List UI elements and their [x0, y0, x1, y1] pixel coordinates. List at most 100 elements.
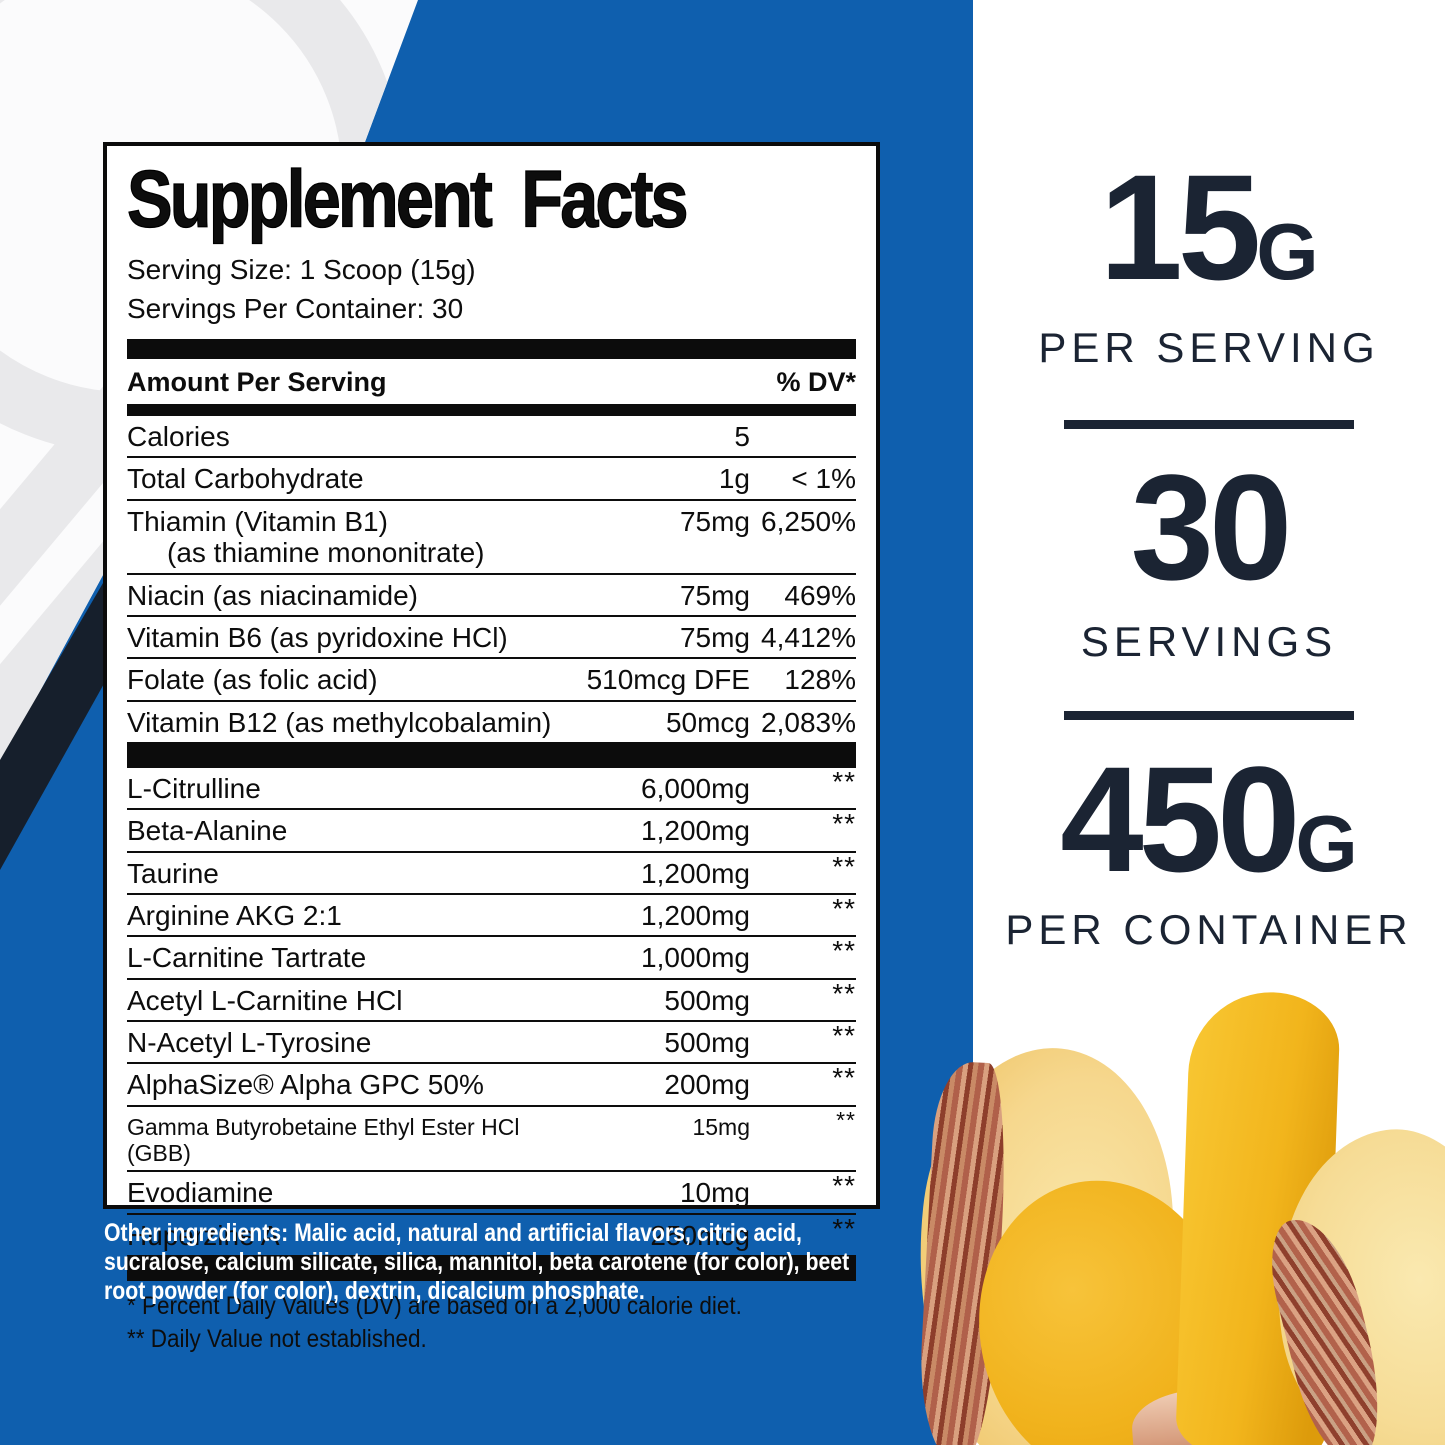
highlight-divider [1064, 711, 1354, 720]
nutrient-name: Vitamin B6 (as pyridoxine HCl) [127, 621, 508, 653]
nutrient-name: Thiamin (Vitamin B1) (as thiamine mononit… [127, 506, 580, 569]
active-ingredient-row: Huperzine A 250mcg ** [127, 1213, 856, 1255]
active-ingredient-row: Gamma Butyrobetaine Ethyl Ester HCl (GBB… [127, 1107, 856, 1173]
divider-bar [127, 404, 856, 417]
nutrient-dv: 469% [784, 579, 856, 611]
dv-not-established-mark: ** [832, 935, 856, 967]
nutrient-name: Total Carbohydrate [127, 463, 364, 495]
active-ingredient-row: Evodiamine 10mg ** [127, 1170, 856, 1215]
nutrient-amount: 75mg [679, 621, 750, 653]
footnote-line: * Percent Daily Values (DV) are based on… [127, 1292, 742, 1321]
divider-bar [127, 1255, 856, 1282]
active-ingredient-amount: 6,000mg [641, 772, 750, 804]
nutrient-name: Folate (as folic acid) [127, 664, 378, 696]
nutrient-subname: (as thiamine mononitrate) [167, 537, 485, 569]
active-ingredient-row: Acetyl L-Carnitine HCl 500mg ** [127, 978, 856, 1023]
active-ingredient-amount: 1,200mg [641, 857, 750, 889]
active-ingredient-amount: 500mg [664, 984, 750, 1016]
header-percent-dv: % DV* [776, 367, 856, 398]
nutrient-name: Calories [127, 421, 230, 453]
divider-bar [127, 741, 856, 768]
active-ingredient-row: L-Citrulline 6,000mg ** [127, 766, 856, 811]
per-container-number: 450 [1060, 735, 1300, 903]
active-ingredient-dv: ** [750, 978, 856, 1016]
nutrient-dv: 6,250% [761, 505, 856, 537]
active-ingredient-name: Evodiamine [127, 1177, 274, 1209]
active-ingredient-dv: ** [750, 808, 856, 846]
footnotes: * Percent Daily Values (DV) are based on… [127, 1290, 856, 1356]
nutrient-dv: 128% [784, 664, 856, 696]
nutrient-amount: 75mg [679, 505, 750, 537]
active-ingredient-row: N-Acetyl L-Tyrosine 500mg ** [127, 1020, 856, 1065]
nutrient-row: Thiamin (Vitamin B1) (as thiamine mononit… [127, 501, 856, 575]
nutrient-row: Total Carbohydrate 1g < 1% [127, 458, 856, 501]
dv-not-established-mark: ** [832, 1170, 856, 1202]
active-ingredient-name: L-Carnitine Tartrate [127, 942, 367, 974]
nutrient-dv: 2,083% [761, 706, 856, 738]
header-amount-per-serving: Amount Per Serving [127, 367, 387, 398]
active-ingredient-row: Beta-Alanine 1,200mg ** [127, 808, 856, 853]
active-ingredient-name: AlphaSize® Alpha GPC 50% [127, 1069, 484, 1101]
nutrient-row: Niacin (as niacinamide) 75mg 469% [127, 575, 856, 617]
nutrient-dv: < 1% [791, 463, 856, 495]
dv-not-established-mark: ** [832, 1020, 856, 1052]
active-ingredient-row: Arginine AKG 2:1 1,200mg ** [127, 893, 856, 938]
nutrient-name: Niacin (as niacinamide) [127, 579, 419, 611]
nutrient-amount: 5 [734, 421, 750, 453]
active-ingredient-amount: 200mg [664, 1069, 750, 1101]
per-container-unit: G [1295, 799, 1358, 888]
active-ingredient-name: Acetyl L-Carnitine HCl [127, 984, 403, 1016]
active-ingredient-amount: 1,200mg [641, 815, 750, 847]
active-ingredient-dv: ** [750, 1020, 856, 1058]
nutrient-dv: 4,412% [761, 621, 856, 653]
active-ingredient-dv: ** [750, 766, 856, 804]
servings-label: SERVINGS [1080, 618, 1338, 665]
active-ingredient-name: Taurine [127, 857, 219, 889]
active-ingredient-dv: ** [750, 893, 856, 931]
per-serving-amount: 15G [973, 152, 1445, 302]
servings-per-container: Servings Per Container: 30 [127, 293, 464, 325]
peach-mango-photo [900, 990, 1445, 1445]
dv-not-established-mark: ** [832, 977, 856, 1009]
servings-amount: 30 [973, 452, 1445, 602]
per-serving-number: 15 [1099, 143, 1261, 311]
nutrient-row: Folate (as folic acid) 510mcg DFE 128% [127, 659, 856, 702]
active-ingredient-dv: ** [750, 1062, 856, 1100]
active-ingredient-amount: 10mg [679, 1177, 750, 1209]
nutrient-amount: 75mg [679, 579, 750, 611]
active-ingredient-dv: ** [750, 1107, 856, 1141]
per-container-amount: 450G [973, 744, 1445, 894]
active-ingredient-amount: 15mg [692, 1113, 750, 1140]
active-ingredient-name: L-Citrulline [127, 772, 261, 804]
divider-bar [127, 339, 856, 360]
active-ingredient-row: L-Carnitine Tartrate 1,000mg ** [127, 935, 856, 980]
dv-not-established-mark: ** [832, 1062, 856, 1094]
highlight-divider [1064, 420, 1354, 429]
footnote-line: ** Daily Value not established. [127, 1325, 427, 1354]
dv-not-established-mark: ** [832, 808, 856, 840]
active-ingredient-name: Beta-Alanine [127, 815, 288, 847]
active-ingredient-name: Huperzine A [127, 1219, 280, 1251]
nutrient-amount: 50mcg [665, 706, 750, 738]
nutrient-amount: 510mcg DFE [586, 664, 750, 696]
active-ingredient-dv: ** [750, 1170, 856, 1208]
active-ingredient-amount: 250mcg [650, 1219, 750, 1251]
nutrient-rows: Calories 5 Total Carbohydrate 1g < 1% Thiamin… [127, 416, 856, 742]
per-serving-unit: G [1256, 207, 1319, 296]
dv-not-established-mark: ** [836, 1106, 856, 1133]
active-ingredient-name: Arginine AKG 2:1 [127, 900, 342, 932]
nutrient-row: Vitamin B6 (as pyridoxine HCl) 75mg 4,412% [127, 617, 856, 660]
dv-not-established-mark: ** [832, 893, 856, 925]
active-ingredient-row: Taurine 1,200mg ** [127, 851, 856, 896]
panel-title: Supplement Facts [126, 154, 689, 245]
active-ingredient-name: N-Acetyl L-Tyrosine [127, 1027, 372, 1059]
table-header: Amount Per Serving % DV* [127, 359, 856, 404]
active-ingredient-dv: ** [750, 935, 856, 973]
per-container-label: PER CONTAINER [1005, 906, 1413, 953]
active-ingredient-dv: ** [750, 851, 856, 889]
active-ingredient-name: Gamma Butyrobetaine Ethyl Ester HCl (GBB… [127, 1113, 520, 1166]
nutrient-name: Vitamin B12 (as methylcobalamin) [127, 706, 552, 738]
other-ingredients-text: Other ingredients: Malic acid, natural a… [104, 1219, 850, 1305]
servings-number: 30 [1130, 443, 1293, 611]
